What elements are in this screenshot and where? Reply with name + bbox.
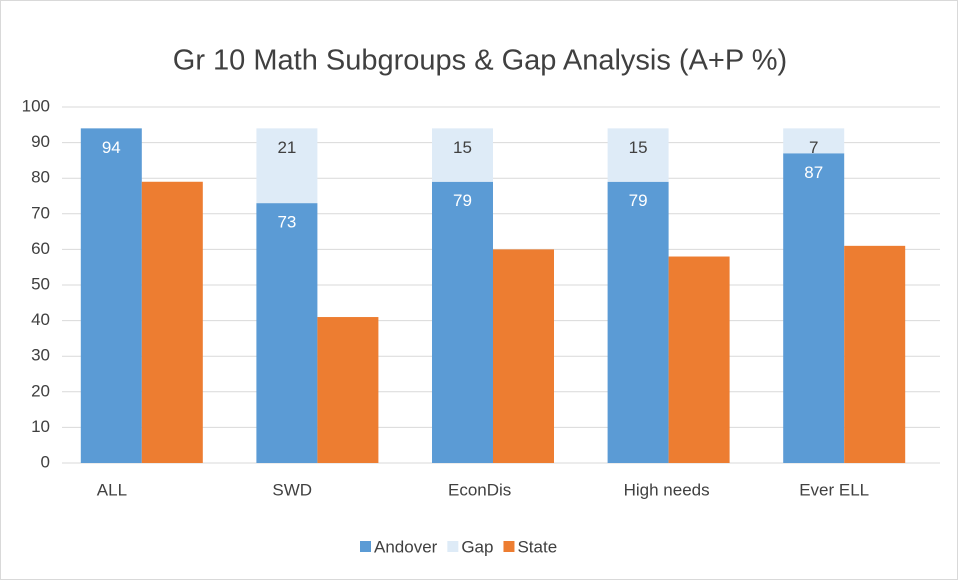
bar [783, 128, 845, 154]
bar [141, 181, 203, 463]
y-tick-label: 60 [31, 239, 50, 258]
bar [844, 245, 906, 463]
data-label: 21 [277, 138, 296, 157]
y-tick-label: 10 [31, 417, 50, 436]
legend-label: Gap [461, 537, 493, 556]
legend-label: State [517, 537, 557, 556]
legend-swatch [503, 541, 515, 552]
x-tick-label: SWD [272, 480, 312, 499]
bar [432, 128, 493, 182]
data-label: 79 [453, 191, 472, 210]
y-tick-label: 20 [31, 381, 50, 400]
bar [607, 128, 669, 182]
bar [256, 128, 318, 204]
legend-label: Andover [374, 537, 438, 556]
data-label: 79 [629, 191, 648, 210]
bar [317, 317, 379, 463]
bar [783, 153, 845, 463]
data-label: 15 [629, 138, 648, 157]
y-tick-label: 90 [31, 132, 50, 151]
data-label: 87 [804, 163, 823, 182]
y-tick-label: 80 [31, 168, 50, 187]
bar [607, 181, 669, 463]
bar [668, 256, 730, 463]
y-tick-label: 40 [31, 310, 50, 329]
data-label: 15 [453, 138, 472, 157]
x-tick-label: ALL [97, 480, 127, 499]
y-tick-label: 50 [31, 274, 50, 293]
chart-title: Gr 10 Math Subgroups & Gap Analysis (A+P… [173, 45, 787, 77]
data-label: 7 [809, 138, 818, 157]
data-label: 73 [277, 213, 296, 232]
legend-swatch [447, 541, 459, 552]
legend-swatch [360, 541, 371, 552]
data-label: 94 [102, 138, 121, 157]
bar [432, 181, 493, 463]
y-tick-label: 100 [22, 96, 50, 115]
x-tick-label: Ever ELL [799, 480, 869, 499]
x-tick-label: High needs [624, 480, 710, 499]
y-tick-label: 70 [31, 203, 50, 222]
bar [80, 128, 142, 464]
x-tick-label: EconDis [448, 480, 511, 499]
y-tick-label: 30 [31, 346, 50, 365]
bar [493, 249, 554, 463]
y-tick-label: 0 [41, 452, 50, 471]
bar [256, 203, 318, 463]
